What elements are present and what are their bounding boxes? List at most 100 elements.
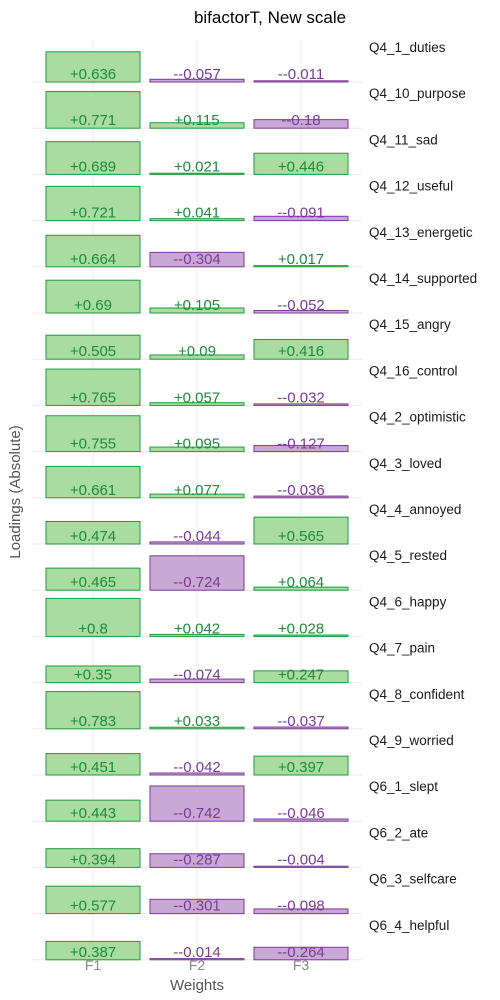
bar <box>253 495 349 499</box>
bar <box>149 555 245 591</box>
data-label: +0.115 <box>174 112 219 129</box>
data-label: --0.127 <box>277 436 325 453</box>
data-label: --0.091 <box>277 205 325 222</box>
facet-label: Q4_9_worried <box>369 733 454 748</box>
data-label: +0.033 <box>174 713 220 730</box>
data-label: +0.35 <box>74 667 112 684</box>
bar <box>253 755 349 776</box>
bar <box>149 251 245 268</box>
data-label: --0.074 <box>173 667 221 684</box>
data-label: +0.664 <box>70 251 116 268</box>
bar <box>149 853 245 868</box>
data-label: +0.8 <box>78 620 108 637</box>
data-label: +0.077 <box>174 482 220 499</box>
data-label: +0.577 <box>70 898 116 915</box>
bar <box>149 678 245 684</box>
facet-panel: +0.664 --0.304 +0.017 Q4_13_energetic <box>32 223 473 270</box>
bar <box>149 307 245 314</box>
x-tick-label: F2 <box>189 957 206 973</box>
data-label: --0.264 <box>277 944 325 961</box>
facet-label: Q4_12_useful <box>369 179 453 194</box>
bar <box>149 218 245 222</box>
bar <box>253 152 349 175</box>
data-label: +0.443 <box>70 805 116 822</box>
facet-panel: +0.474 --0.044 +0.565 Q4_4_annoyed <box>32 501 461 547</box>
data-label: +0.09 <box>178 343 216 360</box>
data-label: --0.287 <box>173 851 221 868</box>
data-label: +0.721 <box>70 205 116 222</box>
data-label: +0.783 <box>70 713 116 730</box>
facet-label: Q6_1_slept <box>369 779 438 794</box>
bar <box>149 402 245 406</box>
data-label: +0.041 <box>174 205 220 222</box>
bar <box>253 946 349 961</box>
bar <box>253 670 349 684</box>
data-label: +0.247 <box>278 667 324 684</box>
bar <box>253 445 349 453</box>
bar <box>45 465 141 499</box>
data-label: +0.064 <box>278 574 324 591</box>
facet-panel: +0.636 --0.057 --0.011 Q4_1_duties <box>32 39 446 85</box>
facet-label: Q4_3_loved <box>369 456 442 471</box>
data-label: --0.18 <box>281 112 320 129</box>
data-label: +0.636 <box>70 66 116 83</box>
facet-panel: +0.69 +0.105 --0.052 Q4_14_supported <box>32 270 477 316</box>
bar <box>45 415 141 453</box>
x-tick-label: F3 <box>293 957 310 973</box>
bar <box>253 265 349 268</box>
x-tick-label: F1 <box>85 957 102 973</box>
data-label: +0.042 <box>174 620 220 637</box>
facet-label: Q4_10_purpose <box>369 86 466 101</box>
facet-label: Q4_5_rested <box>369 548 447 563</box>
bar <box>45 141 141 175</box>
data-label: --0.042 <box>173 759 221 776</box>
bar <box>149 541 245 545</box>
data-label: --0.057 <box>173 66 221 83</box>
x-axis-title: Weights <box>170 977 224 994</box>
facet-panel: +0.721 +0.041 --0.091 Q4_12_useful <box>32 177 453 224</box>
data-label: +0.565 <box>278 528 324 545</box>
data-label: --0.098 <box>277 898 325 915</box>
data-label: +0.69 <box>74 297 112 314</box>
bar <box>253 338 349 360</box>
facet-label: Q4_15_angry <box>369 317 451 332</box>
data-label: +0.057 <box>174 389 220 406</box>
bar <box>253 908 349 915</box>
data-label: +0.017 <box>278 251 324 268</box>
bar <box>149 446 245 453</box>
bar <box>149 172 245 175</box>
bar <box>45 279 141 314</box>
data-label: --0.724 <box>173 574 221 591</box>
bar <box>149 122 245 129</box>
data-label: +0.446 <box>278 158 324 175</box>
facet-panel: +0.765 +0.057 --0.032 Q4_16_control <box>32 362 458 409</box>
bar <box>253 516 349 545</box>
chart-title: bifactorT, New scale <box>194 8 346 27</box>
data-label: +0.661 <box>70 482 116 499</box>
data-label: +0.771 <box>70 112 116 129</box>
bar <box>45 799 141 822</box>
facet-label: Q4_1_duties <box>369 40 446 55</box>
facet-panel: +0.689 +0.021 +0.446 Q4_11_sad <box>32 131 438 178</box>
data-label: +0.451 <box>70 759 116 776</box>
data-label: +0.105 <box>174 297 220 314</box>
y-axis-title: Loadings (Absolute) <box>7 425 24 558</box>
data-label: +0.021 <box>174 158 220 175</box>
facet-panel: +0.783 +0.033 --0.037 Q4_8_confident <box>32 685 465 732</box>
bar <box>45 91 141 129</box>
facet-panel: +0.394 --0.287 --0.004 Q6_2_ate <box>32 824 428 871</box>
bar <box>45 597 141 637</box>
data-label: +0.028 <box>278 620 324 637</box>
data-label: +0.095 <box>174 436 220 453</box>
data-label: --0.046 <box>277 805 325 822</box>
facet-panel: +0.387 --0.014 --0.264 Q6_4_helpful <box>32 916 449 963</box>
data-label: --0.052 <box>277 297 325 314</box>
bar <box>149 898 245 915</box>
data-label: +0.505 <box>70 343 116 360</box>
bar <box>253 403 349 406</box>
facet-label: Q6_3_selfcare <box>369 872 457 887</box>
facet-label: Q4_7_pain <box>369 641 435 656</box>
bar <box>253 865 349 868</box>
facet-panel: +0.771 +0.115 --0.18 Q4_10_purpose <box>32 85 466 132</box>
